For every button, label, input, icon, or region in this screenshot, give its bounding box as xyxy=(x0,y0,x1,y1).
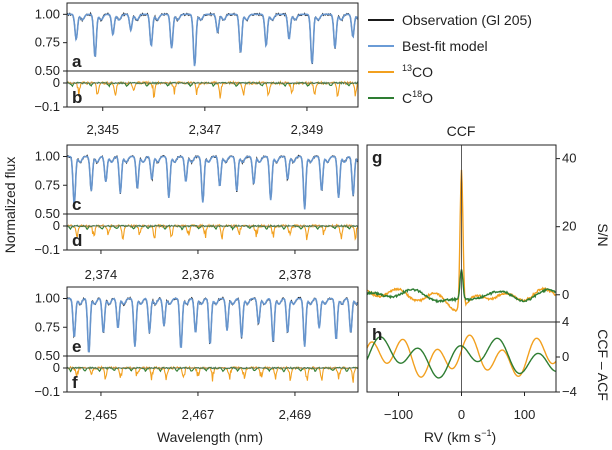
plots-layer: 1.000.750.500−0.12,345 2,347 2,349ab1.000.… xyxy=(34,2,577,422)
y-axis-title-sn: S/N xyxy=(595,223,611,246)
panel-letter-a: a xyxy=(72,52,82,71)
x-tick-label-b: 2,349 xyxy=(291,122,324,137)
spectrum-panel-c xyxy=(66,144,359,215)
panel-letter-d: d xyxy=(72,231,82,250)
x-axis-title-left: Wavelength (nm) xyxy=(157,429,263,445)
legend-model-label: Best-fit model xyxy=(402,38,488,54)
x-axis-title-rv-superscript: −1 xyxy=(481,428,491,438)
observation-line-c xyxy=(66,154,359,209)
y-tick-label-a: 0.75 xyxy=(35,35,60,50)
y-tick-label-h: 4 xyxy=(562,314,569,329)
panel-letter-g: g xyxy=(372,148,382,167)
y-tick-label-e: 0.50 xyxy=(35,348,60,363)
y-tick-label-a: 0.50 xyxy=(35,63,60,78)
y-tick-label-f: 0 xyxy=(53,360,60,375)
y-tick-label-e: 0.75 xyxy=(35,319,60,334)
panel-letter-h: h xyxy=(372,325,382,344)
x-tick-label-d: 2,376 xyxy=(182,267,215,282)
y-tick-label-d: −0.1 xyxy=(34,242,60,257)
legend-c18o-superscript: 18 xyxy=(412,89,422,99)
x-tick-label-f: 2,469 xyxy=(279,407,312,422)
panel-letter-e: e xyxy=(72,337,81,356)
y-axis-title-left: Normalized flux xyxy=(2,157,18,253)
x-tick-label-f: 2,465 xyxy=(85,407,118,422)
legend-13co-superscript: 13 xyxy=(402,63,412,73)
y-axis-title-ccf-acf: CCF – ACF xyxy=(595,329,611,401)
x-tick-label-f: 2,467 xyxy=(182,407,215,422)
panel-letter-b: b xyxy=(72,88,82,107)
legend-c18o-label: C18O xyxy=(402,89,433,106)
panel-letter-c: c xyxy=(72,195,81,214)
y-tick-label-e: 1.00 xyxy=(35,291,60,306)
x-tick-label-d: 2,378 xyxy=(279,267,312,282)
x-tick-label-d: 2,374 xyxy=(85,267,118,282)
x-tick-label-h: 100 xyxy=(514,407,536,422)
panel-letter-f: f xyxy=(72,373,78,392)
y-tick-label-b: 0 xyxy=(53,75,60,90)
x-tick-label-h: −100 xyxy=(384,407,413,422)
y-tick-label-a: 1.00 xyxy=(35,6,60,21)
x-tick-label-b: 2,347 xyxy=(189,122,222,137)
legend-13co-label: 13CO xyxy=(402,63,433,80)
legend: Observation (Gl 205) Best-fit model 13CO… xyxy=(368,12,532,106)
y-tick-label-b: −0.1 xyxy=(34,99,60,114)
x-axis-title-rv-main: RV (km s xyxy=(424,429,481,445)
legend-c18o-o: O xyxy=(422,90,433,106)
x-axis-title-rv: RV (km s−1) xyxy=(424,428,496,445)
y-tick-label-h: 0 xyxy=(562,349,569,364)
y-tick-label-g: 20 xyxy=(562,219,576,234)
legend-c18o-c: C xyxy=(402,90,412,106)
y-tick-label-c: 1.00 xyxy=(35,149,60,164)
x-tick-label-b: 2,345 xyxy=(86,122,119,137)
model-line-e xyxy=(67,297,359,353)
residual-panel-d xyxy=(66,213,359,251)
y-tick-label-g: 40 xyxy=(562,151,576,166)
y-tick-label-c: 0.50 xyxy=(35,206,60,221)
y-tick-label-h: −4 xyxy=(562,384,577,399)
residual-panel-f xyxy=(66,355,359,393)
y-tick-label-d: 0 xyxy=(53,218,60,233)
y-tick-label-c: 0.75 xyxy=(35,177,60,192)
legend-observation-label: Observation (Gl 205) xyxy=(402,12,532,28)
ccf-title: CCF xyxy=(447,123,476,139)
y-tick-label-f: −0.1 xyxy=(34,384,60,399)
model-line-a xyxy=(67,13,359,67)
13co-residual-f xyxy=(66,365,359,383)
x-axis-title-rv-end: ) xyxy=(491,429,496,445)
x-tick-label-h: 0 xyxy=(458,407,465,422)
legend-13co-formula: CO xyxy=(412,64,433,80)
model-line-c xyxy=(67,155,359,210)
residual-panel-b xyxy=(66,70,359,108)
y-tick-label-g: 0 xyxy=(562,287,569,302)
spectrum-panel-e xyxy=(66,286,359,357)
